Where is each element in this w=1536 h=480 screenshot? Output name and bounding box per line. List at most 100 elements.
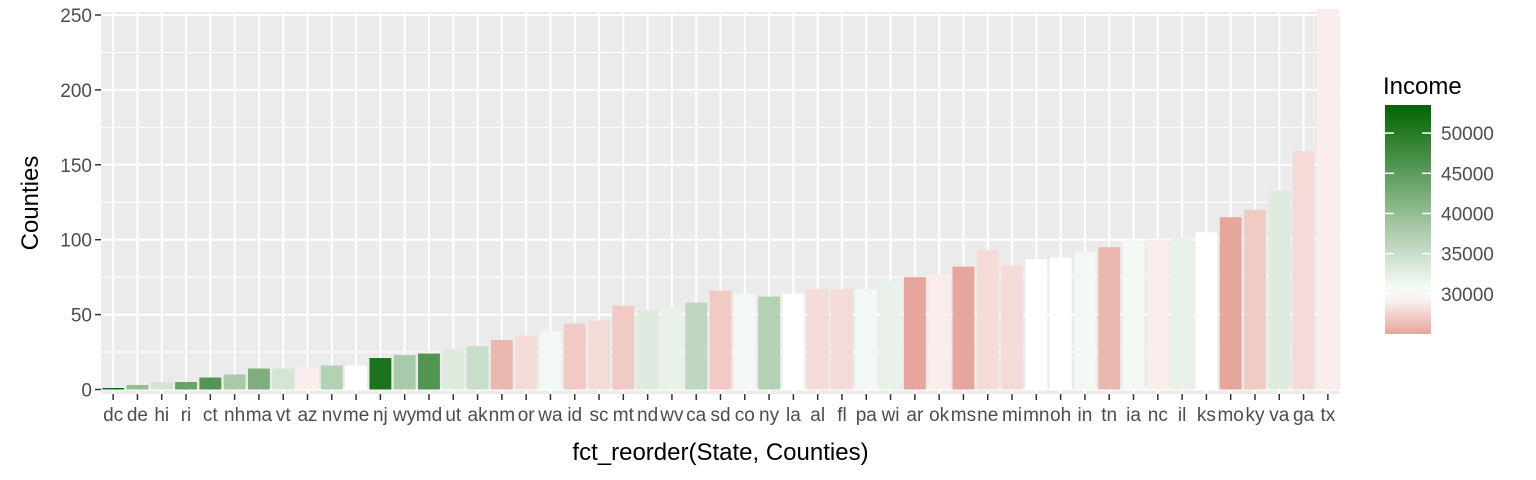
bar-pa (855, 289, 878, 390)
x-tick-label: in (1078, 405, 1093, 426)
bar-nj (369, 358, 392, 390)
bar-ut (442, 349, 465, 390)
bar-ia (1122, 241, 1145, 390)
x-tick-label: md (416, 405, 442, 426)
x-tick-label: nc (1148, 405, 1168, 426)
y-tick-label: 150 (60, 156, 92, 177)
x-tick-label: az (297, 405, 317, 426)
legend-tick-label: 50000 (1441, 124, 1494, 145)
legend-tick-label: 40000 (1441, 204, 1494, 225)
bar-nc (1146, 239, 1169, 390)
x-tick-label: ct (203, 405, 219, 426)
bar-tx (1316, 9, 1339, 390)
x-tick-label: mo (1217, 405, 1243, 426)
x-tick-label: nd (637, 405, 658, 426)
bar-md (418, 353, 440, 390)
x-tick-label: wy (392, 405, 417, 426)
x-tick-label: nv (322, 405, 343, 426)
x-tick-label: fl (837, 405, 847, 426)
x-tick-label: co (735, 405, 755, 426)
x-tick-label: sc (590, 405, 609, 426)
x-tick-label: wi (881, 405, 900, 426)
x-tick-label: nj (373, 405, 388, 426)
bar-vt (272, 368, 295, 390)
bar-al (806, 289, 829, 390)
y-tick-label: 0 (81, 381, 92, 402)
x-tick-label: il (1178, 405, 1186, 426)
x-tick-label: mn (1023, 405, 1049, 426)
x-tick-label: ky (1245, 405, 1265, 426)
x-tick-label: ma (246, 405, 273, 426)
x-tick-label: va (1269, 405, 1290, 426)
bar-wv (660, 307, 683, 390)
bars (102, 9, 1339, 390)
legend-ticks: 50000 45000 40000 35000 30000 (1385, 124, 1494, 306)
bar-co (733, 293, 756, 390)
x-tick-label: wa (537, 405, 563, 426)
bar-wy (393, 355, 416, 390)
x-tick-label: ut (445, 405, 462, 426)
bar-ak (466, 346, 489, 390)
x-tick-label: wv (659, 405, 684, 426)
bar-ar (903, 277, 926, 390)
bar-il (1171, 236, 1194, 390)
x-tick-label: sd (710, 405, 730, 426)
x-tick-label: ny (759, 405, 780, 426)
x-tick-label: ca (686, 405, 707, 426)
bar-fl (831, 289, 853, 390)
x-tick-label: de (127, 405, 148, 426)
bar-ky (1244, 209, 1266, 390)
bar-ne (976, 250, 999, 390)
bar-az (296, 367, 319, 390)
legend-tick-label: 45000 (1441, 164, 1494, 185)
bar-de (126, 385, 149, 390)
bar-nv (320, 365, 343, 390)
x-tick-label: id (567, 405, 582, 426)
bar-ma (247, 368, 270, 390)
x-tick-label: vt (276, 405, 292, 426)
x-tick-label: or (518, 405, 536, 426)
bar-va (1268, 190, 1291, 390)
bar-ri (175, 382, 197, 390)
y-tick-label: 250 (60, 6, 92, 27)
bar-me (345, 365, 368, 390)
bar-ok (928, 274, 951, 390)
bar-la (782, 293, 805, 390)
bar-mt (612, 305, 635, 390)
x-tick-label: ia (1126, 405, 1141, 426)
legend-tick-label: 35000 (1441, 245, 1494, 266)
bar-mn (1025, 259, 1048, 390)
bar-sc (588, 320, 610, 390)
legend-colorbar (1385, 105, 1431, 334)
x-tick-label: ar (906, 405, 924, 426)
x-tick-label: ga (1293, 405, 1315, 426)
x-tick-label: me (343, 405, 369, 426)
x-axis-title: fct_reorder(State, Counties) (572, 439, 868, 466)
x-tick-label: nm (489, 405, 515, 426)
bar-ga (1292, 151, 1315, 390)
bar-mi (1001, 265, 1023, 390)
bar-mo (1219, 217, 1242, 390)
x-tick-label: la (786, 405, 801, 426)
bar-or (515, 335, 538, 390)
y-axis: 0 50 100 150 200 250 (60, 6, 101, 402)
bar-nm (490, 340, 513, 390)
bar-id (563, 323, 586, 390)
x-tick-label: oh (1050, 405, 1071, 426)
x-tick-label: pa (856, 405, 878, 426)
bar-nh (223, 374, 246, 390)
x-tick-label: mt (613, 405, 635, 426)
bar-wi (879, 281, 902, 390)
bar-dc (102, 388, 125, 390)
legend: Income 50000 45000 40000 35000 30000 (1383, 73, 1494, 334)
x-tick-label: dc (103, 405, 123, 426)
x-tick-label: nh (224, 405, 245, 426)
y-tick-label: 100 (60, 231, 92, 252)
x-tick-label: tx (1320, 405, 1335, 426)
y-tick-label: 200 (60, 81, 92, 102)
x-tick-label: ne (977, 405, 998, 426)
x-tick-label: tn (1101, 405, 1117, 426)
legend-title: Income (1383, 73, 1462, 100)
bar-ca (685, 302, 708, 390)
